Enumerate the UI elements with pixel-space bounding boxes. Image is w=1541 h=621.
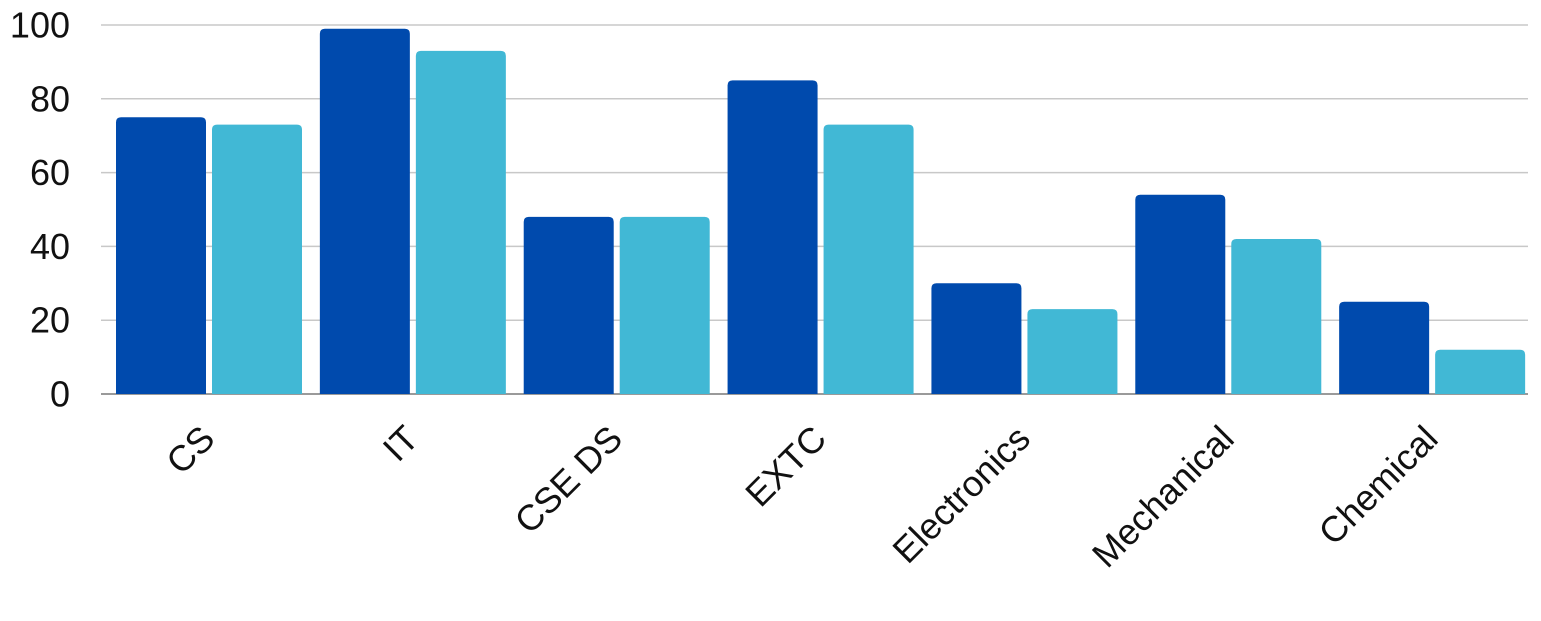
y-tick-label-0: 0 [50, 374, 70, 415]
bar-cs-series-2 [212, 124, 302, 394]
x-tick-label-cse-ds: CSE DS [506, 418, 630, 542]
bar-mechanical-series-2 [1231, 239, 1322, 394]
x-tick-label-cs: CS [158, 418, 222, 482]
bar-cse-ds-series-1 [523, 216, 614, 394]
x-tick-label-chemical: Chemical [1310, 418, 1445, 553]
y-tick-label-40: 40 [30, 226, 70, 267]
bar-electronics-series-2 [1027, 309, 1118, 394]
x-tick-label-extc: EXTC [737, 418, 834, 515]
y-tick-label-100: 100 [10, 5, 70, 46]
bar-it-series-2 [415, 50, 506, 394]
bar-cse-ds-series-2 [619, 216, 710, 394]
y-tick-label-20: 20 [30, 300, 70, 341]
x-axis-ticks: CS IT CSE DS EXTC Electronics Mechanical Chemi… [158, 418, 1446, 576]
bar-electronics-series-1 [931, 283, 1022, 394]
bar-cs-series-1 [116, 117, 206, 394]
x-tick-label-it: IT [375, 418, 427, 470]
bars [116, 28, 1526, 394]
bar-chemical-series-1 [1339, 301, 1430, 394]
x-tick-label-mechanical: Mechanical [1084, 418, 1242, 576]
bar-extc-series-1 [727, 80, 818, 394]
bar-extc-series-2 [823, 124, 914, 394]
y-axis-ticks: 0 20 40 60 80 100 [10, 5, 70, 415]
bar-chemical-series-2 [1435, 349, 1526, 394]
bar-mechanical-series-1 [1135, 194, 1226, 394]
y-tick-label-60: 60 [30, 152, 70, 193]
y-tick-label-80: 80 [30, 78, 70, 119]
bar-it-series-1 [319, 28, 410, 394]
x-tick-label-electronics: Electronics [884, 418, 1037, 571]
